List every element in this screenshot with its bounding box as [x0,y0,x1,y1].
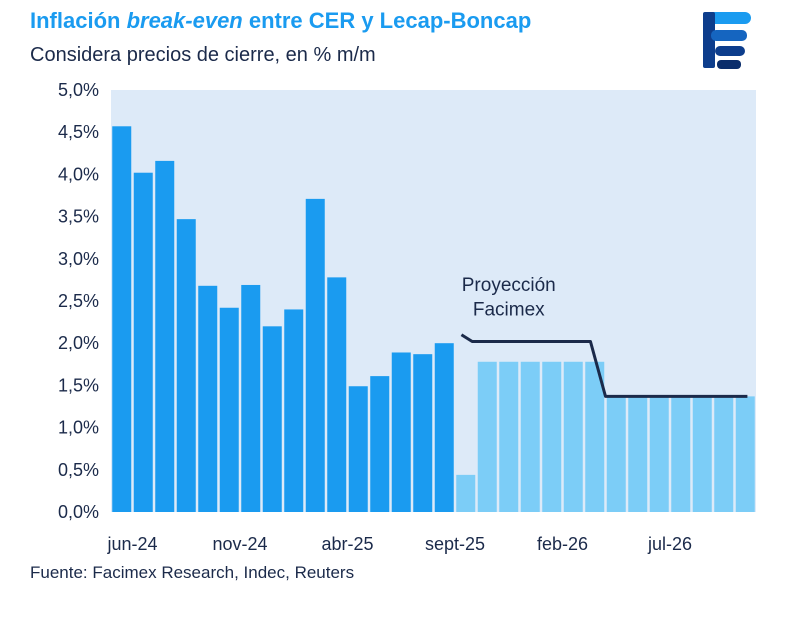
x-tick-label: jul-26 [647,534,692,554]
bar-projected [563,361,583,512]
bar-observed [305,198,325,512]
bar-observed [241,284,261,512]
y-tick-label: 5,0% [58,80,99,100]
bar-observed [133,172,153,512]
bar-observed [327,277,347,512]
bar-projected [714,396,734,512]
y-tick-label: 2,0% [58,333,99,353]
bar-projected [477,361,497,512]
chart-title: Inflación break-even entre CER y Lecap-B… [30,8,532,33]
bar-observed [176,219,196,512]
facimex-logo-icon [703,12,751,69]
y-tick-label: 4,0% [58,164,99,184]
projection-annotation: Facimex [473,299,545,320]
bar-projected [542,361,562,512]
chart-subtitle: Considera precios de cierre, en % m/m [30,44,376,66]
bar-projected [456,474,476,512]
bars [112,126,755,513]
bar-observed [413,354,433,512]
bar-projected [735,396,755,512]
y-tick-label: 4,5% [58,122,99,142]
projection-line-group [460,333,748,398]
bar-observed [284,309,304,512]
x-tick-label: nov-24 [212,534,267,554]
x-tick-label: jun-24 [106,534,157,554]
x-tick-label: feb-26 [537,534,588,554]
x-tick-label: sept-25 [425,534,485,554]
y-tick-label: 0,0% [58,502,99,522]
x-tick-label: abr-25 [321,534,373,554]
bar-projected [499,361,519,512]
bar-projected [585,361,605,512]
y-tick-label: 3,0% [58,249,99,269]
bar-observed [370,376,390,512]
bar-observed [155,160,175,512]
bar-observed [219,307,239,512]
y-tick-label: 2,5% [58,291,99,311]
bar-observed [262,326,282,512]
y-tick-label: 0,5% [58,460,99,480]
bar-observed [112,126,132,513]
bar-observed [391,352,411,512]
chart-title-italic: break-even [126,8,243,33]
bar-projected [649,396,669,512]
bar-projected [692,396,712,512]
bar-observed [348,386,368,512]
bar-projected [606,396,626,512]
projection-line [460,333,748,398]
annotations: Proyección Facimex [462,275,556,320]
bar-observed [434,343,454,512]
plot-background [111,90,756,512]
bar-projected [628,396,648,512]
bar-observed [198,285,218,512]
source-note: Fuente: Facimex Research, Indec, Reuters [30,563,355,582]
bar-projected [671,396,691,512]
y-axis: 0,0% 0,5% 1,0% 1,5% 2,0% 2,5% 3,0% 3,5% 4,0% 4,5%… [58,80,99,522]
bar-projected [520,361,540,512]
y-tick-label: 1,5% [58,375,99,395]
projection-annotation: Proyección [462,275,556,296]
x-axis: jun-24 nov-24 abr-25 sept-25 feb-26 jul-26 [106,534,692,554]
y-tick-label: 1,0% [58,418,99,438]
y-tick-label: 3,5% [58,207,99,227]
